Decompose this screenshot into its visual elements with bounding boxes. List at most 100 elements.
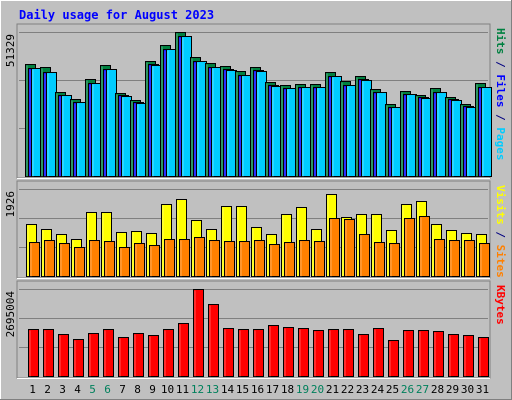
bar-kbytes-4-face <box>73 339 84 377</box>
bar-kbytes-6-face <box>103 329 114 377</box>
x-tick-label-16: 16 <box>251 383 264 396</box>
bar-sites-1 <box>29 242 40 277</box>
panel-max-label: 2695004 <box>4 291 17 338</box>
bar-sites-15-face <box>239 241 250 277</box>
bar-sites-15 <box>239 241 250 277</box>
x-tick-label-11: 11 <box>176 383 189 396</box>
bar-kbytes-10-face <box>163 329 174 377</box>
bar-sites-6 <box>104 241 115 277</box>
bar-sites-3-face <box>59 243 70 277</box>
x-tick-label-12: 12 <box>191 383 204 396</box>
panel-visits-sites: 1926 Visits / Sites <box>4 180 507 279</box>
bar-kbytes-26-face <box>403 330 414 377</box>
x-tick-label-18: 18 <box>281 383 294 396</box>
legend-entry: Files <box>494 74 507 107</box>
bar-kbytes-1 <box>28 329 39 377</box>
bar-kbytes-18 <box>283 327 294 377</box>
x-tick-label-13: 13 <box>206 383 219 396</box>
bar-kbytes-19 <box>298 328 309 377</box>
bar-sites-18 <box>284 242 295 277</box>
bar-kbytes-29 <box>448 334 459 377</box>
legend-entry: KBytes <box>494 285 507 325</box>
x-axis-labels: 1 2 3 4 5 6 7 8 9 10 11 12 13 14 15 16 17 18 19 20 21 22 23 24 2… <box>29 383 489 396</box>
bar-sites-30-face <box>464 240 475 277</box>
bar-sites-30 <box>464 240 475 277</box>
bar-kbytes-26 <box>403 330 414 377</box>
x-tick-label-21: 21 <box>326 383 339 396</box>
bar-sites-21-face <box>329 218 340 277</box>
panel-kbytes: 2695004 KBytes <box>4 280 507 379</box>
bar-sites-25-face <box>389 243 400 277</box>
bar-sites-12 <box>194 237 205 277</box>
bar-kbytes-28 <box>433 331 444 377</box>
bar-sites-7-face <box>119 247 130 277</box>
bar-kbytes-13 <box>208 304 219 377</box>
bar-kbytes-8-face <box>133 333 144 377</box>
bar-sites-13-face <box>209 240 220 277</box>
bar-sites-10 <box>164 239 175 277</box>
x-tick-label-29: 29 <box>446 383 459 396</box>
bar-kbytes-31-face <box>478 337 489 377</box>
x-tick-label-26: 26 <box>401 383 414 396</box>
bar-sites-16-face <box>254 240 265 277</box>
x-tick-label-30: 30 <box>461 383 474 396</box>
bar-kbytes-1-face <box>28 329 39 377</box>
bar-kbytes-5 <box>88 333 99 377</box>
bar-sites-5-face <box>89 240 100 277</box>
panel-max-label: 51329 <box>4 34 17 67</box>
bar-sites-17-face <box>269 244 280 277</box>
x-tick-label-5: 5 <box>89 383 96 396</box>
bar-kbytes-9 <box>148 335 159 377</box>
bar-kbytes-25 <box>388 340 399 377</box>
bar-kbytes-31 <box>478 337 489 377</box>
panel-hits-files-pages: 51329 Hits / Files / Pages <box>4 23 507 179</box>
x-tick-label-4: 4 <box>74 383 81 396</box>
x-tick-label-14: 14 <box>221 383 235 396</box>
bar-kbytes-30 <box>463 335 474 377</box>
bar-kbytes-25-face <box>388 340 399 377</box>
bar-kbytes-22-face <box>343 329 354 377</box>
bar-sites-2 <box>44 240 55 277</box>
bar-sites-27-face <box>419 216 430 277</box>
bar-kbytes-6 <box>103 329 114 377</box>
legend-entry: Hits <box>494 28 507 55</box>
bar-sites-8-face <box>134 243 145 277</box>
bar-kbytes-27-face <box>418 330 429 377</box>
bar-kbytes-27 <box>418 330 429 377</box>
bar-sites-22 <box>344 219 355 277</box>
bar-sites-28-face <box>434 239 445 277</box>
legend-entry: / <box>494 55 507 75</box>
x-tick-label-20: 20 <box>311 383 324 396</box>
legend-entry: Pages <box>494 127 507 160</box>
bar-sites-1-face <box>29 242 40 277</box>
bar-kbytes-11-face <box>178 323 189 377</box>
bar-kbytes-12-face <box>193 289 204 377</box>
bar-pages-31 <box>481 87 492 177</box>
x-tick-label-1: 1 <box>29 383 36 396</box>
bar-kbytes-21-face <box>328 329 339 377</box>
x-tick-label-7: 7 <box>119 383 126 396</box>
bar-sites-4-face <box>74 247 85 277</box>
x-tick-label-27: 27 <box>416 383 429 396</box>
legend-entry: Visits <box>494 185 507 225</box>
x-tick-label-25: 25 <box>386 383 399 396</box>
bar-sites-17 <box>269 244 280 277</box>
x-tick-label-3: 3 <box>59 383 66 396</box>
x-tick-label-2: 2 <box>44 383 51 396</box>
bar-kbytes-20 <box>313 330 324 377</box>
bar-sites-19 <box>299 240 310 277</box>
bar-kbytes-29-face <box>448 334 459 377</box>
bar-sites-25 <box>389 243 400 277</box>
bar-kbytes-11 <box>178 323 189 377</box>
bar-sites-9 <box>149 245 160 277</box>
x-tick-label-15: 15 <box>236 383 249 396</box>
bar-kbytes-24 <box>373 328 384 377</box>
bar-sites-26 <box>404 218 415 277</box>
bar-kbytes-23-face <box>358 334 369 377</box>
bar-sites-22-face <box>344 219 355 277</box>
bar-sites-3 <box>59 243 70 277</box>
bar-kbytes-17-face <box>268 325 279 377</box>
bar-sites-31 <box>479 243 490 277</box>
bar-pages-31-face <box>481 87 492 177</box>
panel-legend: KBytes <box>494 285 507 325</box>
